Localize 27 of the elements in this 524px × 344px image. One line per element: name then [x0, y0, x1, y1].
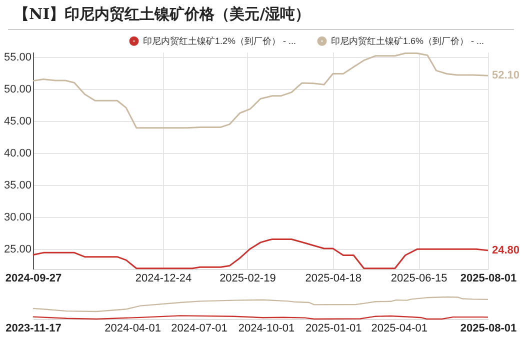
x-tick-label: 2025-08-01: [460, 272, 517, 284]
y-tick-label: 45.00: [4, 116, 32, 128]
y-tick-label: 40.00: [4, 148, 32, 160]
y-tick-label: 50.00: [4, 84, 32, 96]
x-tick-label: 2024-10-01: [238, 322, 295, 334]
legend-label: 印尼内贸红土镍矿1.6%（到厂价） - ...: [331, 36, 484, 46]
y-tick-label: 35.00: [4, 180, 32, 192]
y-tick-label: 55.00: [4, 52, 32, 64]
data-label: 52.10: [492, 70, 520, 82]
line-series: [32, 238, 489, 270]
x-tick-label: 2025-06-15: [390, 272, 448, 284]
x-tick-label: 2025-01-01: [306, 322, 362, 334]
x-tick-label: 2025-04-18: [305, 272, 362, 284]
x-tick-label: 2025-08-01: [460, 322, 517, 334]
x-tick-label: 2024-07-01: [171, 322, 228, 334]
y-tick-label: 30.00: [4, 212, 32, 224]
x-tick-label: 2025-04-01: [371, 322, 428, 334]
y-tick-label: 25.00: [4, 244, 32, 256]
line-series: [32, 52, 489, 129]
chart-title: 【NI】印尼内贸红土镍矿价格（美元/湿吨）: [14, 5, 310, 24]
x-tick-label: 2025-02-19: [220, 272, 276, 284]
x-tick-label: 2023-11-17: [6, 322, 62, 334]
x-tick-label: 2024-12-24: [135, 272, 192, 284]
x-tick-label: 2024-09-27: [5, 272, 62, 284]
data-label: 24.80: [492, 244, 520, 256]
legend-label: 印尼内贸红土镍矿1.2%（到厂价） - ...: [143, 36, 296, 46]
x-tick-label: 2024-04-01: [104, 322, 161, 334]
